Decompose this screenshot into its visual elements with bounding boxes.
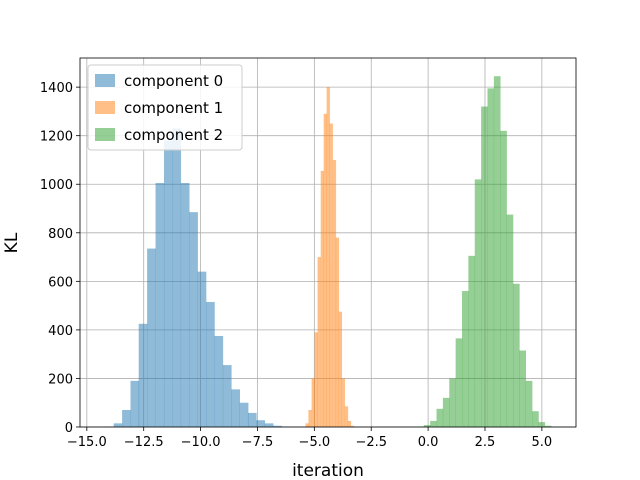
histogram-bar (314, 332, 318, 427)
x-axis-ticks: −15.0 −12.5 −10.0 −7.5 −5.0 −2.5 0.0 2.5 5.0 (67, 427, 552, 450)
histogram-bar (311, 378, 315, 427)
y-tick-label: 200 (48, 372, 73, 387)
histogram-bar (155, 183, 165, 427)
legend: component 0 component 1 component 2 (87, 64, 243, 151)
histogram-bar (323, 113, 327, 428)
histogram-bar (239, 402, 249, 427)
x-tick-label: −10.0 (181, 435, 221, 450)
histogram-bar (338, 311, 343, 427)
histogram-bar (122, 410, 131, 427)
histogram-bar (147, 248, 156, 427)
x-axis-label: iteration (292, 461, 364, 480)
histogram-bar (180, 183, 190, 427)
histogram-bar (455, 338, 463, 427)
histogram-bar (305, 423, 309, 427)
histogram-bar (130, 380, 140, 427)
x-tick-label: 0.0 (418, 435, 439, 450)
legend-box (87, 64, 243, 151)
y-tick-label: 1000 (40, 178, 73, 193)
histogram-bar (423, 425, 431, 427)
histogram-bar (231, 389, 240, 427)
x-tick-label: 2.5 (475, 435, 496, 450)
y-tick-label: 800 (48, 227, 73, 242)
histogram-bar (308, 410, 312, 427)
histogram-bar (326, 87, 330, 427)
histogram-bar (347, 420, 352, 427)
histogram-bar (138, 323, 148, 427)
histogram-bar (430, 420, 437, 427)
x-tick-label: −7.5 (242, 435, 274, 450)
histogram-bar (512, 283, 520, 427)
y-tick-label: 1400 (40, 81, 73, 96)
histogram-bar (436, 408, 444, 427)
legend-swatch (95, 101, 115, 114)
histogram-bar (468, 255, 476, 427)
histogram-bar (256, 420, 266, 427)
series-2-bars (417, 76, 552, 427)
histogram-bar (332, 159, 337, 428)
series-1-bars (302, 87, 361, 428)
x-tick-label: −15.0 (67, 435, 107, 450)
histogram-bar (544, 425, 552, 427)
histogram-bar (519, 350, 527, 427)
x-tick-label: −12.5 (124, 435, 164, 450)
histogram-bar (172, 128, 182, 428)
y-tick-label: 1200 (40, 130, 73, 145)
y-axis-label: KL (2, 232, 22, 253)
legend-label: component 2 (124, 126, 223, 144)
legend-label: component 0 (124, 72, 223, 90)
y-tick-label: 0 (65, 421, 73, 436)
x-tick-label: −2.5 (355, 435, 387, 450)
legend-swatch (95, 128, 115, 141)
histogram-bar (206, 301, 215, 427)
histogram-bar (474, 179, 482, 427)
histogram-bar (335, 237, 340, 427)
histogram-bar (197, 271, 207, 427)
histogram-bar (481, 106, 488, 427)
y-tick-label: 400 (48, 324, 73, 339)
histogram-bar (462, 291, 469, 427)
series-0-bars (96, 128, 291, 428)
histogram-bars (96, 76, 552, 428)
histogram-bar (487, 88, 495, 427)
histogram-bar (525, 380, 533, 427)
histogram-bar (163, 140, 173, 427)
histogram-bar (538, 422, 546, 427)
histogram-bar (350, 425, 355, 427)
plot-frame (79, 57, 577, 428)
histogram-bar (442, 397, 450, 427)
histogram-bar (341, 378, 345, 427)
y-tick-label: 600 (48, 275, 73, 290)
histogram-bar (320, 170, 325, 427)
legend-label: component 1 (124, 99, 223, 117)
histogram-bar (506, 214, 514, 427)
x-tick-label: 5.0 (532, 435, 553, 450)
histogram-bar (500, 130, 507, 427)
histogram-bar (449, 378, 456, 427)
legend-swatch (95, 74, 115, 87)
histogram-bar (273, 425, 282, 427)
x-tick-label: −5.0 (299, 435, 331, 450)
histogram-bar (532, 411, 539, 427)
histogram-bar (264, 423, 274, 427)
histogram-bar (247, 412, 257, 427)
histogram-bar (189, 212, 198, 427)
histogram-bar (329, 123, 333, 427)
histogram-bar (344, 406, 349, 427)
histogram-bar (214, 335, 224, 427)
histogram-bar (113, 423, 123, 427)
histogram-bar (222, 365, 232, 427)
histogram-bar (317, 257, 321, 427)
y-axis-ticks: 0 200 400 600 800 1000 1200 1400 (40, 81, 80, 436)
histogram-bar (493, 76, 501, 427)
